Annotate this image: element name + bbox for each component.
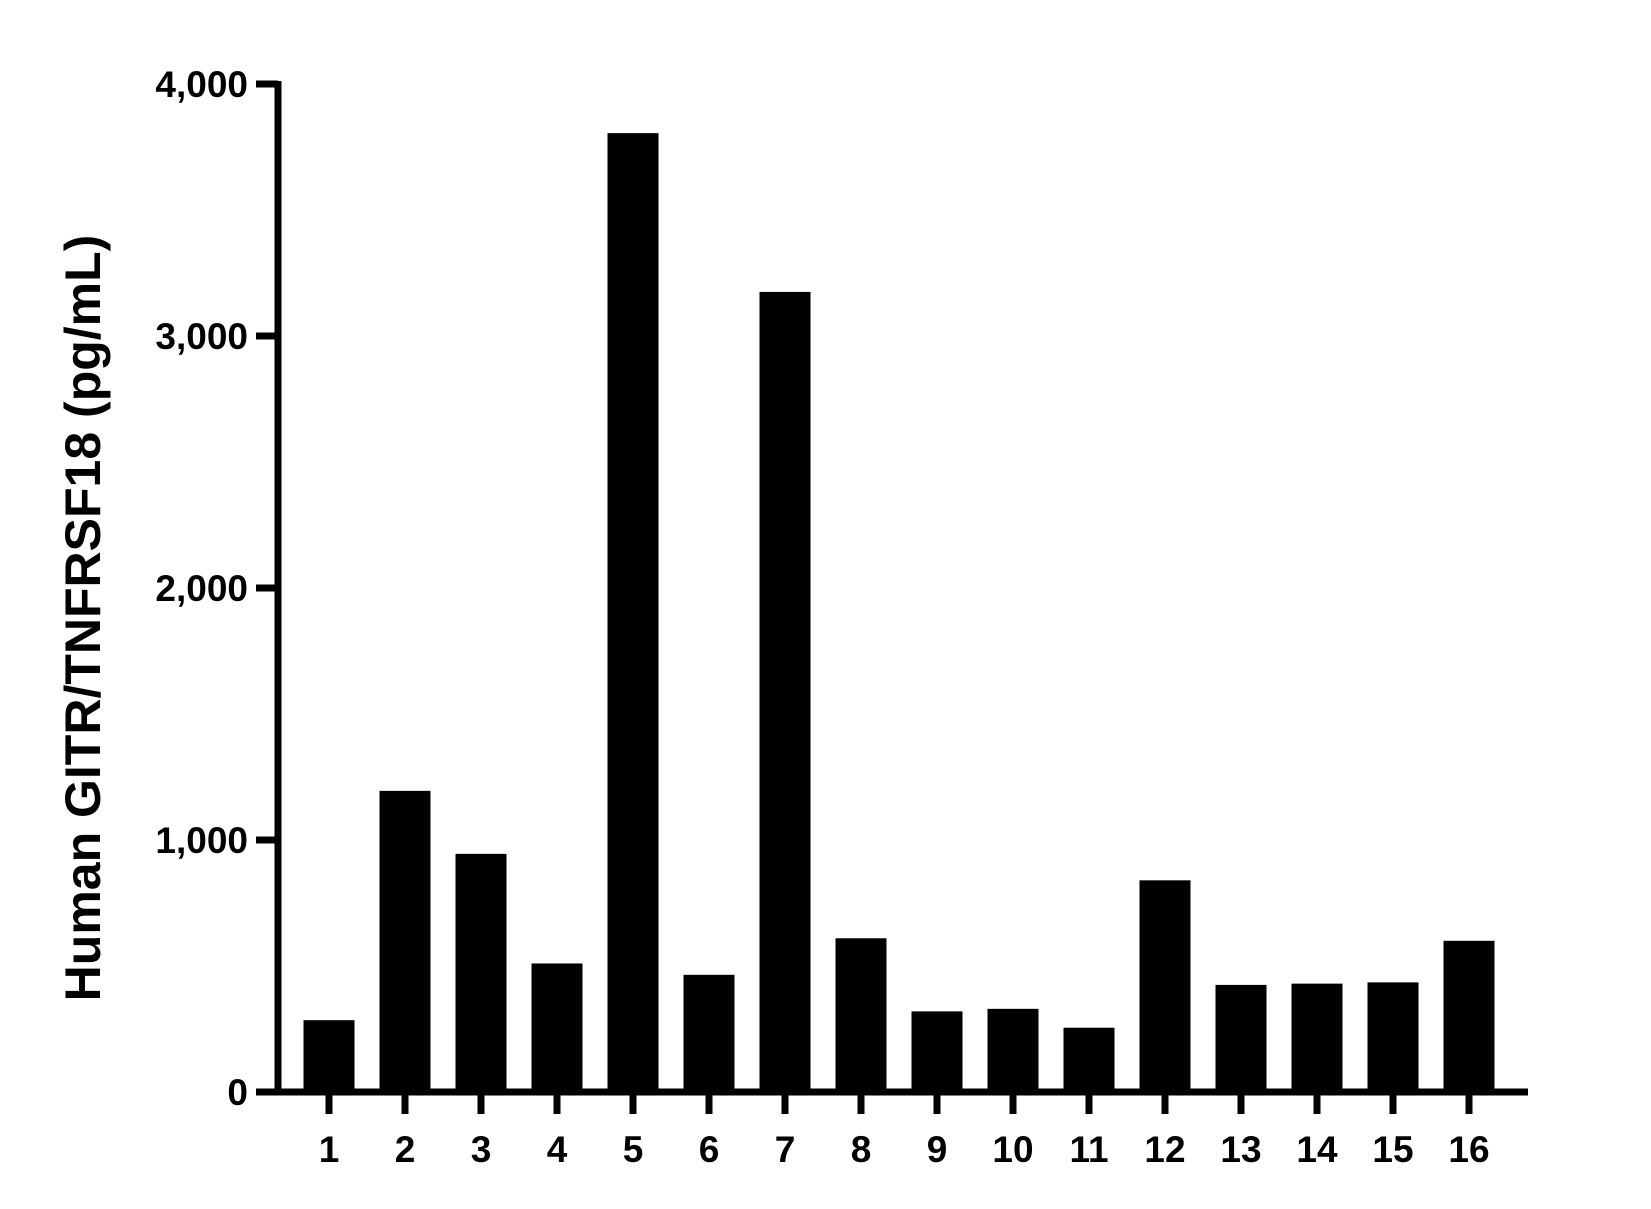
x-tick-label: 1 bbox=[319, 1129, 340, 1170]
x-tick-label: 14 bbox=[1296, 1129, 1338, 1170]
y-ticks-group: 0 1,000 2,000 3,000 4,000 bbox=[155, 64, 278, 1113]
bar-5 bbox=[607, 133, 659, 1092]
bar-14 bbox=[1291, 983, 1343, 1092]
bar-4 bbox=[531, 963, 583, 1092]
x-tick-label: 4 bbox=[547, 1129, 568, 1170]
bar-9 bbox=[911, 1011, 963, 1092]
y-tick-label: 0 bbox=[227, 1072, 248, 1113]
bars-group bbox=[303, 133, 1495, 1092]
x-tick-label: 5 bbox=[623, 1129, 644, 1170]
bar-13 bbox=[1215, 984, 1267, 1092]
x-tick-label: 7 bbox=[775, 1129, 796, 1170]
bar-8 bbox=[835, 938, 887, 1092]
bar-3 bbox=[455, 853, 507, 1092]
bar-1 bbox=[303, 1020, 355, 1092]
bar-16 bbox=[1443, 940, 1495, 1092]
bar-7 bbox=[759, 291, 811, 1092]
x-tick-label: 8 bbox=[851, 1129, 872, 1170]
bar-12 bbox=[1139, 880, 1191, 1092]
bar-15 bbox=[1367, 982, 1419, 1092]
x-tick-label: 12 bbox=[1144, 1129, 1185, 1170]
x-tick-label: 15 bbox=[1372, 1129, 1413, 1170]
x-tick-label: 6 bbox=[699, 1129, 720, 1170]
y-tick-label: 3,000 bbox=[155, 316, 248, 357]
x-tick-label: 11 bbox=[1069, 1129, 1108, 1170]
x-tick-label: 16 bbox=[1448, 1129, 1489, 1170]
bar-2 bbox=[379, 790, 431, 1092]
y-axis-label: Human GITR/TNFRSF18 (pg/mL) bbox=[55, 235, 111, 1002]
bar-10 bbox=[987, 1008, 1039, 1092]
x-tick-label: 13 bbox=[1220, 1129, 1261, 1170]
x-tick-label: 2 bbox=[395, 1129, 416, 1170]
x-ticks-group: 1 2 3 4 5 6 7 8 9 10 11 12 13 14 15 16 bbox=[319, 1092, 1490, 1170]
bar-11 bbox=[1063, 1027, 1115, 1092]
x-tick-label: 3 bbox=[471, 1129, 492, 1170]
bar-6 bbox=[683, 974, 735, 1092]
x-tick-label: 9 bbox=[927, 1129, 948, 1170]
x-tick-label: 10 bbox=[992, 1129, 1033, 1170]
y-tick-label: 4,000 bbox=[155, 64, 248, 105]
y-tick-label: 1,000 bbox=[155, 820, 248, 861]
y-tick-label: 2,000 bbox=[155, 568, 248, 609]
